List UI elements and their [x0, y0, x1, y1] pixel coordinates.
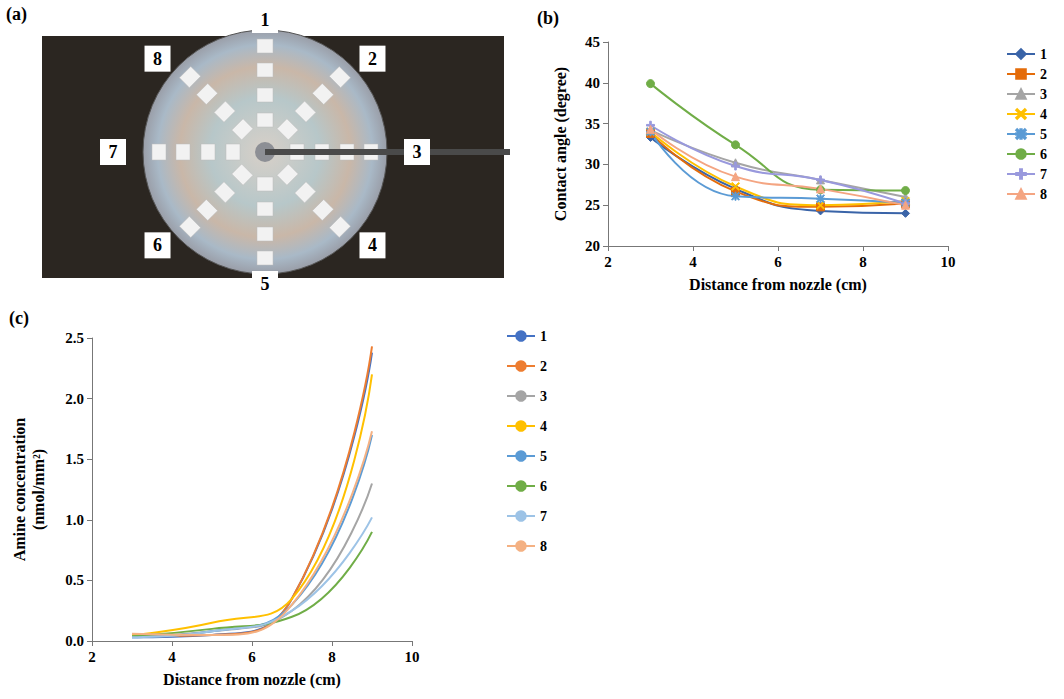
svg-text:10: 10 — [405, 649, 420, 665]
svg-text:2: 2 — [88, 649, 96, 665]
svg-text:25: 25 — [585, 197, 600, 213]
svg-text:20: 20 — [585, 238, 600, 254]
svg-text:45: 45 — [585, 34, 600, 50]
svg-text:8: 8 — [540, 539, 547, 554]
svg-text:6: 6 — [1040, 147, 1047, 162]
svg-text:1: 1 — [1040, 47, 1047, 62]
svg-text:2: 2 — [540, 359, 547, 374]
svg-text:2.5: 2.5 — [65, 330, 84, 346]
svg-text:3: 3 — [540, 389, 547, 404]
svg-text:6: 6 — [153, 235, 162, 255]
svg-text:7: 7 — [540, 509, 547, 524]
svg-text:7: 7 — [1040, 167, 1047, 182]
svg-text:5: 5 — [1040, 127, 1047, 142]
svg-text:3: 3 — [1040, 87, 1047, 102]
svg-text:2.0: 2.0 — [65, 391, 84, 407]
svg-text:0.5: 0.5 — [65, 572, 84, 588]
svg-text:4: 4 — [168, 649, 176, 665]
svg-text:2: 2 — [604, 254, 612, 270]
svg-text:1: 1 — [261, 10, 270, 30]
svg-text:1.0: 1.0 — [65, 512, 84, 528]
svg-text:0.0: 0.0 — [65, 633, 84, 649]
svg-text:Distance from nozzle (cm): Distance from nozzle (cm) — [689, 276, 867, 294]
svg-text:4: 4 — [689, 254, 697, 270]
svg-text:Contact angle (degree): Contact angle (degree) — [552, 67, 570, 221]
svg-text:35: 35 — [585, 116, 600, 132]
svg-text:6: 6 — [248, 649, 256, 665]
svg-text:2: 2 — [368, 49, 377, 69]
svg-text:4: 4 — [540, 419, 547, 434]
svg-text:(b): (b) — [537, 8, 559, 29]
svg-text:8: 8 — [859, 254, 867, 270]
svg-text:7: 7 — [109, 142, 118, 162]
svg-text:4: 4 — [1040, 107, 1047, 122]
svg-text:8: 8 — [1040, 187, 1047, 202]
svg-text:6: 6 — [774, 254, 782, 270]
svg-text:(a): (a) — [6, 4, 27, 25]
svg-text:4: 4 — [368, 235, 377, 255]
svg-text:5: 5 — [261, 274, 270, 294]
svg-text:5: 5 — [540, 449, 547, 464]
svg-text:1: 1 — [540, 329, 547, 344]
svg-text:1.5: 1.5 — [65, 451, 84, 467]
svg-text:(nmol/mm²): (nmol/mm²) — [30, 449, 48, 530]
svg-text:8: 8 — [153, 49, 162, 69]
svg-text:10: 10 — [941, 254, 956, 270]
svg-text:2: 2 — [1040, 67, 1047, 82]
svg-text:(c): (c) — [9, 308, 29, 329]
svg-text:8: 8 — [328, 649, 336, 665]
svg-text:6: 6 — [540, 479, 547, 494]
svg-text:3: 3 — [413, 142, 422, 162]
svg-text:30: 30 — [585, 156, 600, 172]
svg-text:40: 40 — [585, 75, 600, 91]
svg-text:Amine concentration: Amine concentration — [11, 418, 28, 562]
svg-text:Distance from nozzle (cm): Distance from nozzle (cm) — [163, 671, 341, 689]
